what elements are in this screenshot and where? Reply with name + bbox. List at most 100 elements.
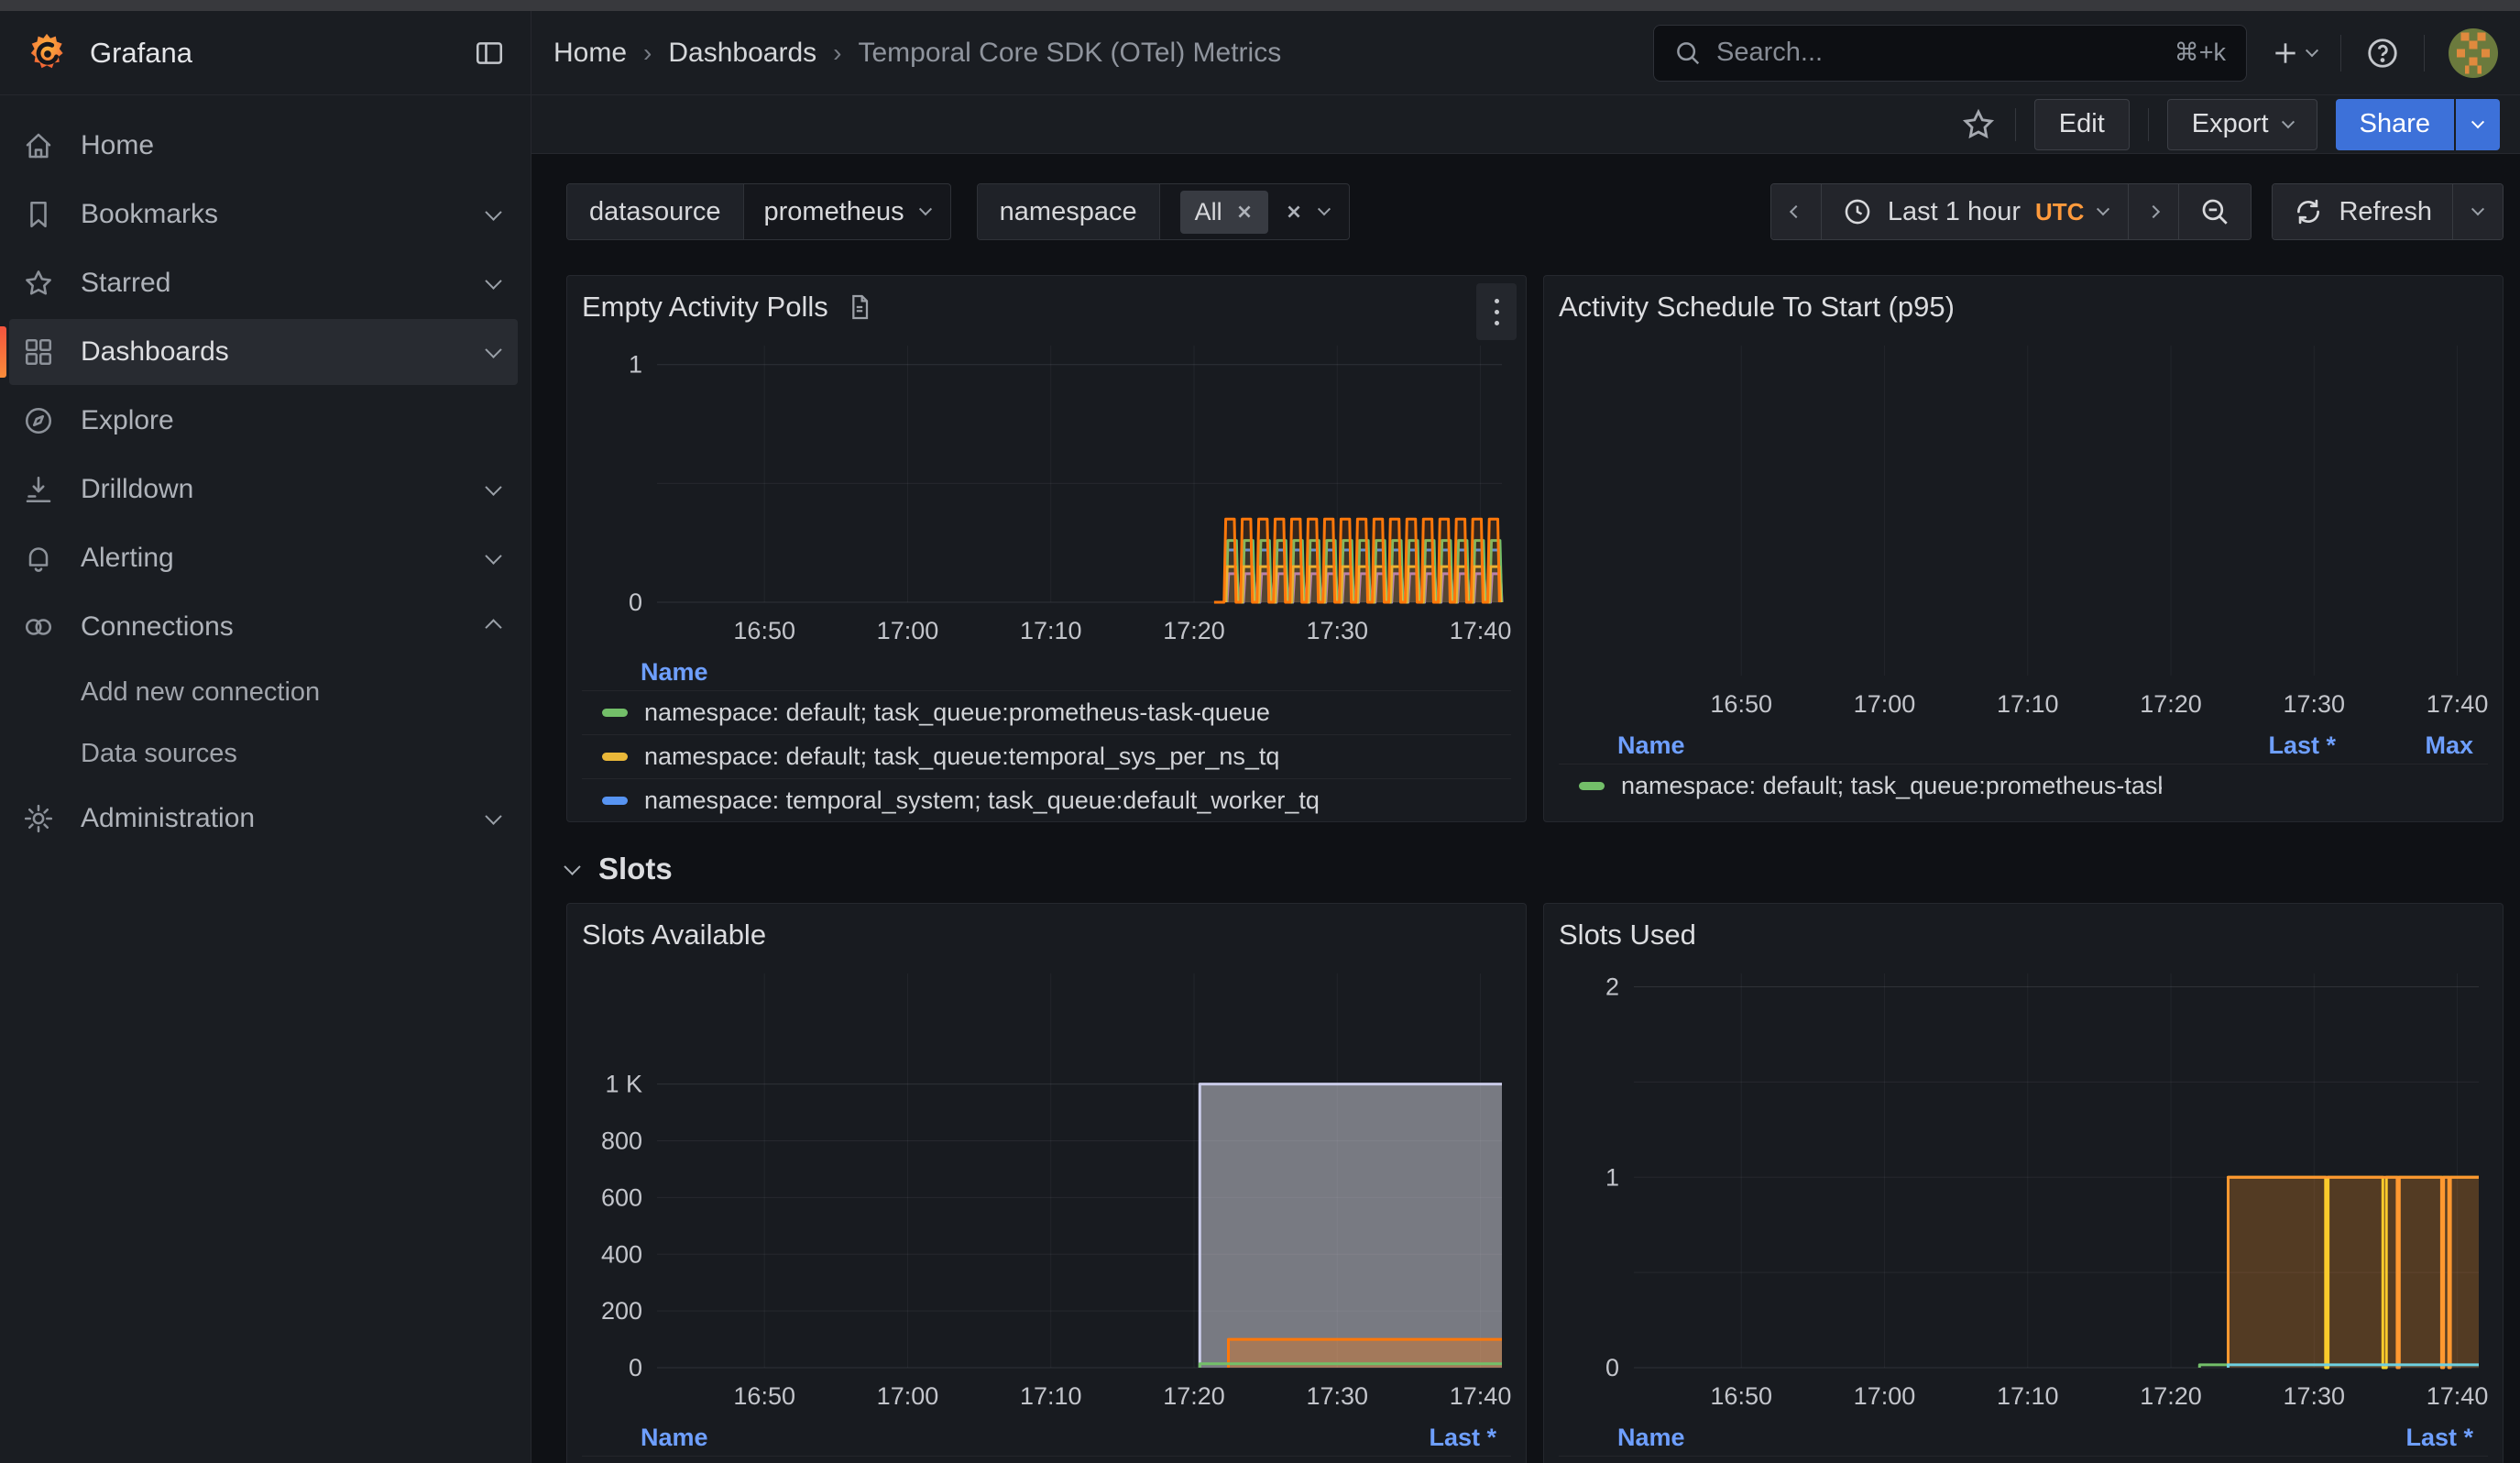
variable-label: datasource bbox=[567, 184, 743, 239]
export-button[interactable]: Export bbox=[2166, 98, 2317, 150]
legend-row[interactable]: namespace: default; task_queue:prometheu… bbox=[582, 690, 1511, 734]
legend-column-last[interactable]: Last * bbox=[2405, 1423, 2473, 1451]
legend-row[interactable]: namespace: default; task_queue:temporal_… bbox=[582, 734, 1511, 778]
sidebar-item-label: Connections bbox=[81, 611, 234, 642]
sidebar-item-home[interactable]: Home bbox=[9, 113, 518, 179]
svg-text:17:30: 17:30 bbox=[1306, 1382, 1368, 1410]
panel-empty-activity-polls: Empty Activity Polls 16:50 17:00 17:10 17:2… bbox=[566, 275, 1527, 822]
time-shift-forward-button[interactable] bbox=[2128, 184, 2179, 239]
svg-text:17:10: 17:10 bbox=[1020, 617, 1082, 644]
legend-header: Name Last * Max bbox=[1559, 727, 2488, 764]
slots-available-chart[interactable]: 16:50 17:00 17:10 17:20 17:30 17:40 0 200 400 600… bbox=[582, 961, 1511, 1419]
variable-namespace: namespace All bbox=[976, 183, 1350, 240]
panel-title[interactable]: Empty Activity Polls bbox=[582, 291, 828, 323]
series-label: namespace: default; task_queue:prometheu… bbox=[644, 698, 1270, 726]
row-section-slots[interactable]: Slots bbox=[564, 842, 2504, 896]
svg-text:1 K: 1 K bbox=[605, 1071, 642, 1098]
breadcrumb-separator: › bbox=[833, 38, 842, 67]
breadcrumb-dashboards[interactable]: Dashboards bbox=[668, 37, 817, 68]
svg-text:1: 1 bbox=[1605, 1163, 1619, 1191]
sidebar-item-connections[interactable]: Connections bbox=[9, 594, 518, 660]
svg-text:17:00: 17:00 bbox=[877, 617, 939, 644]
panel-legend: Name Last * namespace: default; task_queue… bbox=[582, 1419, 1511, 1463]
user-avatar[interactable] bbox=[2449, 28, 2498, 78]
panel-title[interactable]: Slots Available bbox=[582, 918, 767, 951]
svg-text:400: 400 bbox=[601, 1240, 642, 1268]
share-menu-button[interactable] bbox=[2456, 98, 2500, 150]
variable-label: namespace bbox=[977, 184, 1159, 239]
sidebar-item-bookmarks[interactable]: Bookmarks bbox=[9, 182, 518, 248]
panel-title[interactable]: Slots Used bbox=[1559, 918, 1696, 951]
search-input[interactable] bbox=[1716, 38, 2160, 68]
grafana-logo[interactable] bbox=[26, 32, 68, 74]
bookmark-icon bbox=[22, 198, 55, 231]
panel-menu-button[interactable] bbox=[1476, 283, 1517, 340]
sidebar-item-starred[interactable]: Starred bbox=[9, 250, 518, 316]
activity-schedule-to-start-chart[interactable]: 16:50 17:00 17:10 17:20 17:30 17:40 bbox=[1559, 333, 2488, 727]
search-shortcut: ⌘+k bbox=[2174, 38, 2226, 66]
legend-row[interactable]: namespace: default; task_queue:prometheu… bbox=[582, 1456, 1511, 1463]
clear-selection-icon[interactable] bbox=[1285, 203, 1303, 221]
legend-header: Name bbox=[582, 654, 1511, 690]
series-color-marker bbox=[602, 709, 628, 717]
edit-button[interactable]: Edit bbox=[2033, 98, 2130, 150]
legend-column-max[interactable]: Max bbox=[2425, 731, 2473, 759]
section-title: Slots bbox=[598, 852, 673, 886]
legend-column-name[interactable]: Name bbox=[641, 1423, 708, 1451]
svg-text:600: 600 bbox=[601, 1183, 642, 1211]
svg-text:16:50: 16:50 bbox=[733, 617, 795, 644]
breadcrumb-home[interactable]: Home bbox=[553, 37, 628, 68]
namespace-select[interactable]: All bbox=[1158, 184, 1349, 239]
chevron-down-icon bbox=[485, 807, 502, 825]
legend-column-last[interactable]: Last * bbox=[1429, 1423, 1496, 1451]
legend-row[interactable]: namespace: temporal_system; task_queue:d… bbox=[582, 778, 1511, 821]
legend-column-name[interactable]: Name bbox=[641, 657, 708, 686]
help-button[interactable] bbox=[2365, 36, 2400, 71]
global-search[interactable]: ⌘+k bbox=[1653, 24, 2247, 82]
svg-text:17:10: 17:10 bbox=[1020, 1382, 1082, 1410]
panel-description-icon[interactable] bbox=[845, 292, 874, 322]
time-shift-back-button[interactable] bbox=[1770, 184, 1821, 239]
svg-text:17:20: 17:20 bbox=[1163, 617, 1225, 644]
chevron-down-icon bbox=[2305, 43, 2319, 57]
legend-row[interactable]: namespace: default; task_queue:prometheu… bbox=[1559, 1456, 2488, 1463]
svg-text:17:20: 17:20 bbox=[2140, 690, 2202, 718]
legend-header: Name Last * bbox=[582, 1419, 1511, 1456]
namespace-chip-all[interactable]: All bbox=[1179, 190, 1268, 234]
sidebar-item-alerting[interactable]: Alerting bbox=[9, 525, 518, 591]
star-dashboard-button[interactable] bbox=[1960, 106, 1997, 143]
sidebar-item-data-sources[interactable]: Data sources bbox=[9, 724, 518, 783]
add-new-button[interactable] bbox=[2271, 38, 2319, 68]
sidebar-toggle-icon[interactable] bbox=[474, 38, 505, 69]
sidebar-item-dashboards[interactable]: Dashboards bbox=[0, 319, 518, 385]
legend-column-name[interactable]: Name bbox=[1617, 731, 1685, 759]
datasource-select[interactable]: prometheus bbox=[742, 184, 950, 239]
zoom-out-time-button[interactable] bbox=[2178, 184, 2252, 239]
sidebar-item-add-new-connection[interactable]: Add new connection bbox=[9, 663, 518, 721]
refresh-button[interactable]: Refresh bbox=[2273, 184, 2452, 239]
drilldown-icon bbox=[22, 473, 55, 506]
sidebar-item-label: Home bbox=[81, 130, 155, 160]
time-range-controls: Last 1 hour UTC bbox=[1769, 183, 2252, 240]
sidebar-item-drilldown[interactable]: Drilldown bbox=[9, 456, 518, 522]
share-button[interactable]: Share bbox=[2335, 98, 2454, 150]
panel-title[interactable]: Activity Schedule To Start (p95) bbox=[1559, 291, 1955, 323]
sidebar-item-label: Explore bbox=[81, 405, 174, 435]
empty-activity-polls-chart[interactable]: 16:50 17:00 17:10 17:20 17:30 17:40 0 1 bbox=[582, 333, 1511, 654]
legend-column-last[interactable]: Last * bbox=[2268, 731, 2336, 759]
remove-chip-icon[interactable] bbox=[1235, 203, 1254, 221]
sidebar-item-administration[interactable]: Administration bbox=[9, 786, 518, 852]
chevron-down-icon bbox=[485, 203, 502, 221]
svg-text:17:20: 17:20 bbox=[1163, 1382, 1225, 1410]
link-icon bbox=[22, 610, 55, 644]
legend-column-name[interactable]: Name bbox=[1617, 1423, 1685, 1451]
svg-text:17:00: 17:00 bbox=[1854, 1382, 1916, 1410]
legend-row[interactable]: namespace: default; task_queue:prometheu… bbox=[1559, 764, 2488, 808]
refresh-interval-button[interactable] bbox=[2452, 184, 2503, 239]
svg-text:2: 2 bbox=[1605, 974, 1619, 1001]
svg-text:0: 0 bbox=[629, 1354, 642, 1381]
svg-text:17:40: 17:40 bbox=[2427, 1382, 2488, 1410]
slots-used-chart[interactable]: 16:50 17:00 17:10 17:20 17:30 17:40 0 1 2 bbox=[1559, 961, 2488, 1419]
sidebar-item-explore[interactable]: Explore bbox=[9, 388, 518, 454]
time-range-picker[interactable]: Last 1 hour UTC bbox=[1820, 184, 2129, 239]
